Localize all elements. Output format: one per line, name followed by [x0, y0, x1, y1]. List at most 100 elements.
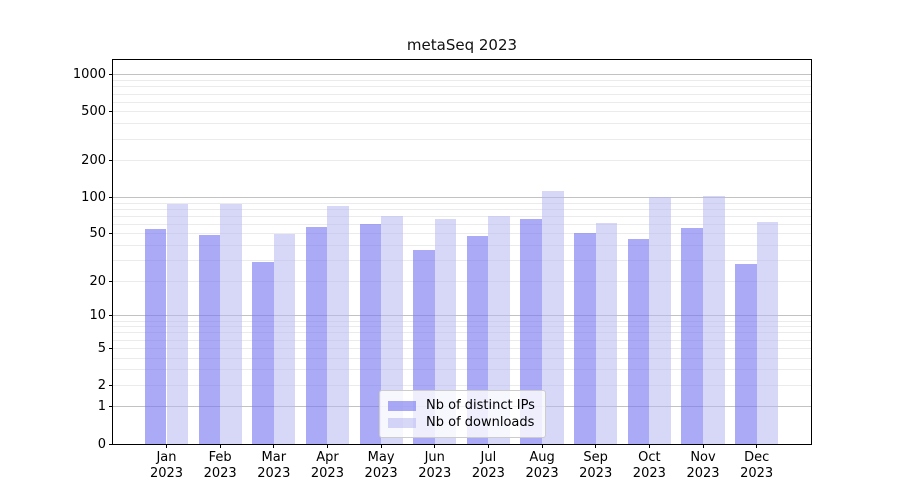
x-tick-oct — [648, 444, 650, 448]
bar-nov-downloads — [703, 195, 725, 444]
bar-feb-downloads — [220, 204, 242, 444]
y-tick-label-500: 500 — [81, 104, 106, 120]
x-tick-jan — [166, 444, 167, 448]
bar-jan-ips — [144, 228, 167, 444]
gridline-200 — [113, 160, 811, 162]
gridline-1000 — [113, 74, 811, 76]
gridline-8 — [113, 326, 811, 328]
gridline-80 — [113, 208, 811, 210]
gridline-5 — [113, 347, 811, 349]
y-tick-50 — [109, 233, 113, 235]
bar-nov-ips — [681, 228, 703, 444]
bar-dec-ips — [735, 264, 757, 444]
y-tick-20 — [109, 280, 113, 282]
y-tick-500 — [109, 111, 113, 113]
x-tick-aug — [541, 444, 543, 448]
x-tick-label-jan: Jan 2023 — [149, 450, 184, 481]
gridline-500 — [113, 111, 811, 113]
legend-swatch-downloads — [388, 417, 416, 428]
bar-may-ips — [359, 223, 382, 444]
gridline-10 — [113, 315, 811, 317]
bar-jan-downloads — [166, 204, 189, 444]
gridline-7 — [113, 332, 811, 334]
gridline-700 — [113, 93, 811, 95]
gridline-900 — [113, 80, 811, 82]
y-tick-1000 — [109, 74, 113, 76]
bar-jun-downloads — [434, 218, 457, 444]
bar-mar-ips — [252, 262, 274, 444]
x-tick-apr — [326, 444, 328, 448]
legend-swatch-ips — [388, 400, 416, 411]
gridline-70 — [113, 215, 811, 217]
bar-dec-downloads — [756, 221, 779, 444]
x-tick-dec — [756, 444, 758, 448]
y-tick-label-200: 200 — [81, 153, 106, 169]
bar-apr-downloads — [327, 206, 350, 444]
gridline-100 — [113, 196, 811, 198]
x-tick-label-jul: Jul 2023 — [471, 450, 505, 481]
y-tick-label-10: 10 — [89, 308, 106, 324]
x-tick-label-may: May 2023 — [364, 450, 398, 481]
bar-aug-downloads — [542, 191, 564, 444]
legend-label-ips: Nb of distinct IPs — [426, 398, 535, 413]
gridline-50 — [113, 233, 811, 235]
y-tick-10 — [109, 315, 113, 317]
bar-jul-downloads — [488, 215, 510, 444]
x-tick-label-sep: Sep 2023 — [579, 450, 613, 481]
legend-row-downloads: Nb of downloads — [388, 414, 537, 431]
x-tick-label-jun: Jun 2023 — [418, 450, 452, 481]
x-tick-label-dec: Dec 2023 — [740, 450, 774, 481]
x-tick-label-nov: Nov 2023 — [686, 450, 720, 481]
gridline-3 — [113, 369, 811, 371]
legend-label-downloads: Nb of downloads — [426, 415, 535, 430]
y-tick-1 — [109, 406, 113, 408]
x-tick-label-feb: Feb 2023 — [203, 450, 237, 481]
gridline-40 — [113, 245, 811, 247]
x-tick-mar — [273, 444, 275, 448]
legend-row-ips: Nb of distinct IPs — [388, 397, 537, 414]
x-tick-jul — [487, 444, 489, 448]
x-tick-label-oct: Oct 2023 — [632, 450, 666, 481]
y-tick-label-2: 2 — [97, 377, 106, 393]
gridline-400 — [113, 123, 811, 125]
y-tick-label-0: 0 — [97, 436, 106, 452]
gridline-2 — [113, 384, 811, 386]
x-tick-label-apr: Apr 2023 — [310, 450, 344, 481]
gridline-600 — [113, 101, 811, 103]
x-tick-jun — [434, 444, 436, 448]
gridline-800 — [113, 86, 811, 88]
x-tick-nov — [702, 444, 704, 448]
y-tick-label-50: 50 — [89, 226, 106, 242]
gridline-60 — [113, 223, 811, 225]
y-tick-label-1: 1 — [97, 399, 106, 415]
bar-sep-ips — [574, 232, 596, 444]
chart-title: metaSeq 2023 — [406, 36, 518, 54]
x-tick-label-aug: Aug 2023 — [525, 450, 559, 481]
gridline-300 — [113, 138, 811, 140]
gridline-4 — [113, 357, 811, 359]
bar-mar-downloads — [273, 233, 296, 444]
y-tick-label-20: 20 — [89, 273, 106, 289]
y-tick-label-100: 100 — [81, 189, 106, 205]
bar-feb-ips — [198, 235, 221, 444]
bar-may-downloads — [381, 215, 403, 444]
bar-apr-ips — [305, 227, 328, 444]
y-tick-100 — [109, 196, 113, 198]
plot-area — [113, 60, 811, 444]
bar-aug-ips — [520, 219, 543, 444]
y-tick-label-5: 5 — [97, 340, 106, 356]
y-tick-0 — [109, 443, 113, 445]
bar-oct-ips — [627, 239, 650, 444]
legend: Nb of distinct IPs Nb of downloads — [379, 390, 546, 438]
gridline-20 — [113, 280, 811, 282]
x-tick-feb — [219, 444, 221, 448]
y-tick-2 — [109, 384, 113, 386]
gridline-6 — [113, 339, 811, 341]
x-tick-may — [380, 444, 382, 448]
x-tick-label-mar: Mar 2023 — [257, 450, 291, 481]
bar-oct-downloads — [649, 196, 671, 444]
y-tick-label-1000: 1000 — [72, 67, 106, 83]
y-tick-5 — [109, 347, 113, 349]
gridline-90 — [113, 202, 811, 204]
